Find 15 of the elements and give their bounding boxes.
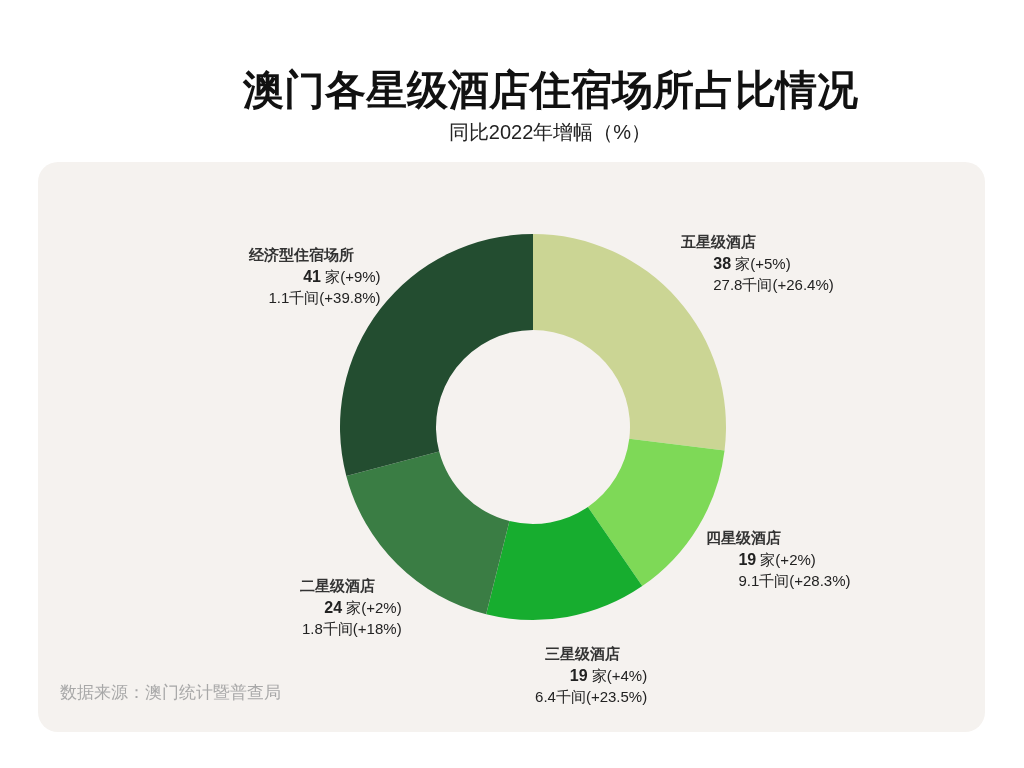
chart-subtitle: 同比2022年增幅（%）	[448, 121, 652, 143]
slice-label: 经济型住宿场所	[247, 246, 354, 264]
data-label: 19 家(+2%) 9.1千间(+28.3%)	[738, 550, 851, 589]
data-label: 24 家(+2%) 1.8千间(+18%)	[302, 598, 402, 637]
donut-slice	[486, 506, 643, 620]
donut-slice	[346, 451, 510, 615]
data-label: 19 家(+4%) 6.4千间(+23.5%)	[535, 667, 648, 706]
source-note: 数据来源：澳门统计暨普查局	[60, 683, 281, 702]
data-label: 41 家(+9%) 1.1千间(+39.8%)	[268, 268, 381, 307]
slice-label: 四星级酒店	[706, 528, 782, 546]
slice-label: 二星级酒店	[299, 576, 375, 594]
chart-title: 澳门各星级酒店住宿场所占比情况	[241, 67, 858, 113]
slice-label: 三星级酒店	[545, 645, 621, 663]
slice-label: 五星级酒店	[680, 233, 757, 251]
data-label: 38 家(+5%) 27.8千间(+26.4%)	[713, 255, 834, 294]
